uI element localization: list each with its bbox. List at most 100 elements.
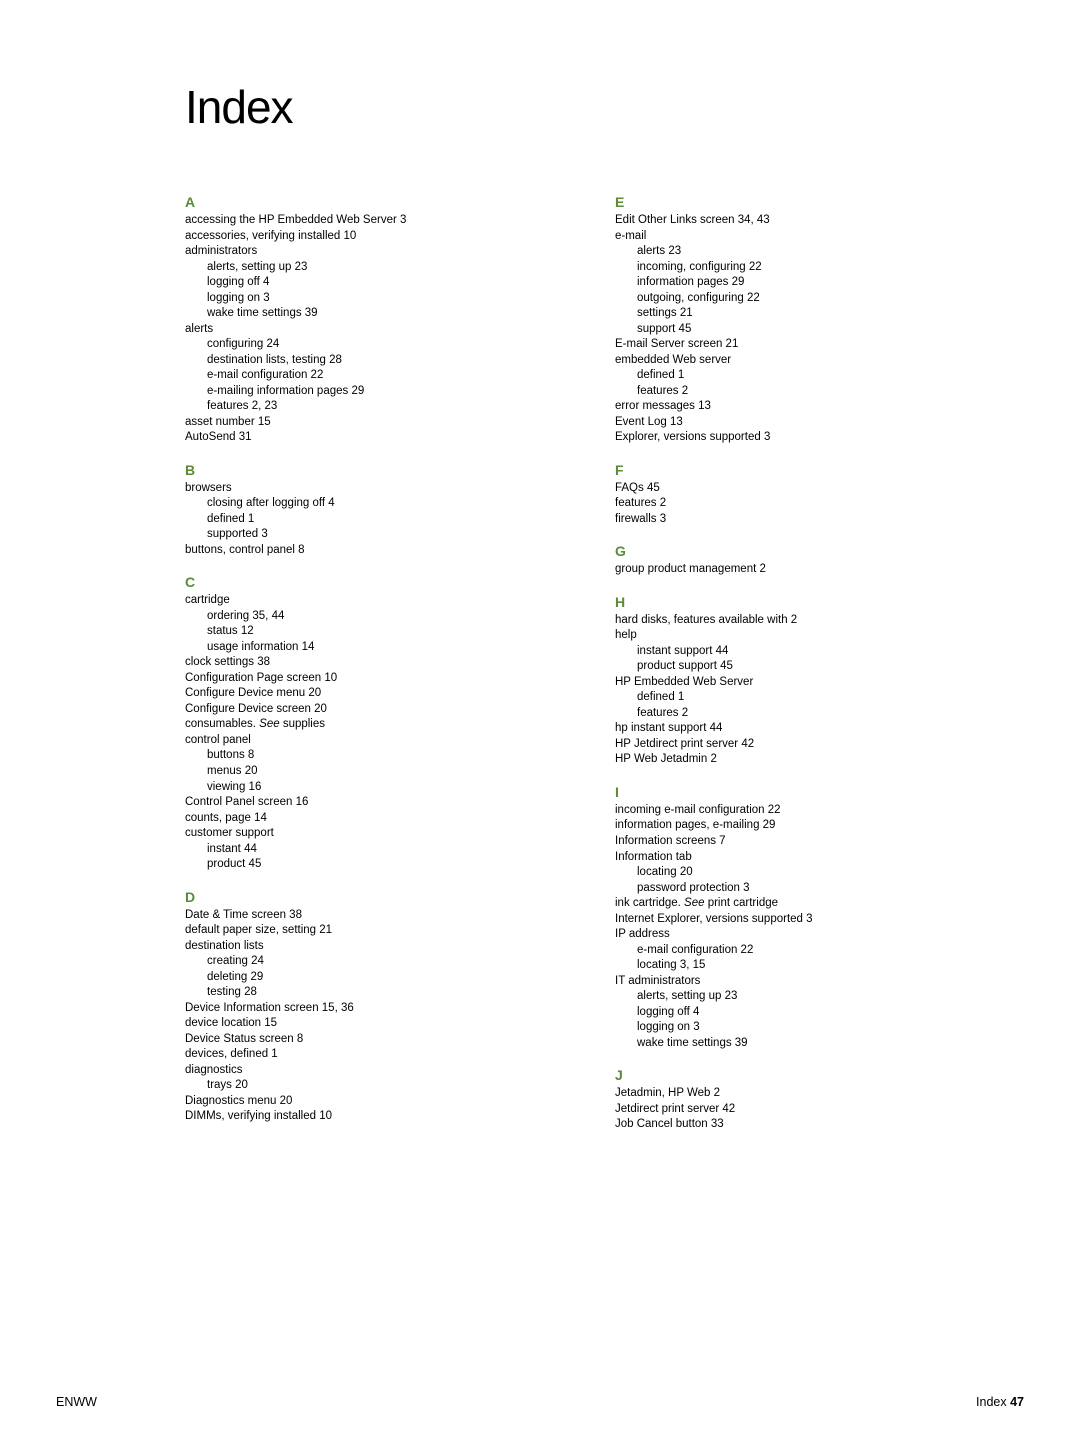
column-left: A accessing the HP Embedded Web Server 3… <box>185 194 525 1133</box>
index-entry: buttons, control panel 8 <box>185 543 525 559</box>
index-entry: AutoSend 31 <box>185 430 525 446</box>
index-subentry: features 2 <box>615 706 955 722</box>
index-subentry: alerts 23 <box>615 244 955 260</box>
index-entry: Configuration Page screen 10 <box>185 671 525 687</box>
index-entry: DIMMs, verifying installed 10 <box>185 1109 525 1125</box>
index-entry-text: consumables. <box>185 718 259 730</box>
index-entry: default paper size, setting 21 <box>185 923 525 939</box>
index-subentry: product support 45 <box>615 659 955 675</box>
index-entry: clock settings 38 <box>185 655 525 671</box>
index-subentry: instant support 44 <box>615 644 955 660</box>
index-subentry: trays 20 <box>185 1078 525 1094</box>
index-subentry: product 45 <box>185 857 525 873</box>
index-subentry: features 2 <box>615 384 955 400</box>
footer-page-number: 47 <box>1010 1395 1024 1409</box>
index-entry: consumables. See supplies <box>185 717 525 733</box>
index-entry: firewalls 3 <box>615 512 955 528</box>
index-entry: diagnostics <box>185 1063 525 1079</box>
letter-heading-h: H <box>615 594 955 610</box>
index-entry-text: ink cartridge. <box>615 897 684 909</box>
index-entry: control panel <box>185 733 525 749</box>
index-subentry: incoming, configuring 22 <box>615 260 955 276</box>
footer-left-text: ENWW <box>56 1395 97 1409</box>
index-entry: Jetadmin, HP Web 2 <box>615 1086 955 1102</box>
index-subentry: logging on 3 <box>615 1020 955 1036</box>
footer-label: Index <box>976 1395 1007 1409</box>
index-subentry: ordering 35, 44 <box>185 609 525 625</box>
index-entry: cartridge <box>185 593 525 609</box>
index-subentry: locating 3, 15 <box>615 958 955 974</box>
index-entry: accessories, verifying installed 10 <box>185 229 525 245</box>
index-subentry: support 45 <box>615 322 955 338</box>
index-subentry: information pages 29 <box>615 275 955 291</box>
index-entry: Device Information screen 15, 36 <box>185 1001 525 1017</box>
index-entry: device location 15 <box>185 1016 525 1032</box>
index-entry: accessing the HP Embedded Web Server 3 <box>185 213 525 229</box>
index-entry: features 2 <box>615 496 955 512</box>
letter-heading-b: B <box>185 462 525 478</box>
letter-heading-a: A <box>185 194 525 210</box>
index-subentry: e-mail configuration 22 <box>185 368 525 384</box>
index-subentry: configuring 24 <box>185 337 525 353</box>
index-subentry: destination lists, testing 28 <box>185 353 525 369</box>
index-subentry: settings 21 <box>615 306 955 322</box>
page-title: Index <box>185 80 1080 134</box>
index-entry: Explorer, versions supported 3 <box>615 430 955 446</box>
index-subentry: password protection 3 <box>615 881 955 897</box>
index-entry: administrators <box>185 244 525 260</box>
column-right: E Edit Other Links screen 34, 43 e-mail … <box>615 194 955 1133</box>
index-entry: ink cartridge. See print cartridge <box>615 896 955 912</box>
index-entry: Control Panel screen 16 <box>185 795 525 811</box>
index-subentry: outgoing, configuring 22 <box>615 291 955 307</box>
index-entry: Jetdirect print server 42 <box>615 1102 955 1118</box>
index-entry: Diagnostics menu 20 <box>185 1094 525 1110</box>
index-entry: destination lists <box>185 939 525 955</box>
index-entry: HP Web Jetadmin 2 <box>615 752 955 768</box>
index-subentry: wake time settings 39 <box>615 1036 955 1052</box>
index-entry: customer support <box>185 826 525 842</box>
see-reference: See <box>684 897 704 909</box>
index-entry: Date & Time screen 38 <box>185 908 525 924</box>
index-subentry: e-mail configuration 22 <box>615 943 955 959</box>
index-subentry: defined 1 <box>185 512 525 528</box>
index-subentry: logging off 4 <box>615 1005 955 1021</box>
index-entry-text: supplies <box>280 718 325 730</box>
index-entry-text: print cartridge <box>705 897 779 909</box>
index-columns: A accessing the HP Embedded Web Server 3… <box>185 194 1080 1133</box>
index-entry: FAQs 45 <box>615 481 955 497</box>
index-subentry: defined 1 <box>615 690 955 706</box>
index-entry: Information screens 7 <box>615 834 955 850</box>
index-entry: group product management 2 <box>615 562 955 578</box>
index-entry: Information tab <box>615 850 955 866</box>
index-entry: HP Embedded Web Server <box>615 675 955 691</box>
index-subentry: deleting 29 <box>185 970 525 986</box>
index-entry: HP Jetdirect print server 42 <box>615 737 955 753</box>
index-subentry: defined 1 <box>615 368 955 384</box>
index-subentry: menus 20 <box>185 764 525 780</box>
index-entry: error messages 13 <box>615 399 955 415</box>
letter-heading-j: J <box>615 1067 955 1083</box>
index-subentry: e-mailing information pages 29 <box>185 384 525 400</box>
index-entry: hp instant support 44 <box>615 721 955 737</box>
index-subentry: supported 3 <box>185 527 525 543</box>
index-subentry: instant 44 <box>185 842 525 858</box>
letter-heading-c: C <box>185 574 525 590</box>
index-entry: help <box>615 628 955 644</box>
index-entry: IT administrators <box>615 974 955 990</box>
index-entry: Internet Explorer, versions supported 3 <box>615 912 955 928</box>
index-entry: counts, page 14 <box>185 811 525 827</box>
index-subentry: locating 20 <box>615 865 955 881</box>
letter-heading-e: E <box>615 194 955 210</box>
index-subentry: features 2, 23 <box>185 399 525 415</box>
index-entry: Edit Other Links screen 34, 43 <box>615 213 955 229</box>
index-entry: Configure Device menu 20 <box>185 686 525 702</box>
index-entry: Job Cancel button 33 <box>615 1117 955 1133</box>
footer-right-text: Index 47 <box>976 1395 1024 1409</box>
index-entry: Event Log 13 <box>615 415 955 431</box>
index-subentry: viewing 16 <box>185 780 525 796</box>
index-subentry: status 12 <box>185 624 525 640</box>
index-entry: Configure Device screen 20 <box>185 702 525 718</box>
index-entry: Device Status screen 8 <box>185 1032 525 1048</box>
page-footer: ENWW Index 47 <box>0 1395 1080 1409</box>
index-entry: browsers <box>185 481 525 497</box>
